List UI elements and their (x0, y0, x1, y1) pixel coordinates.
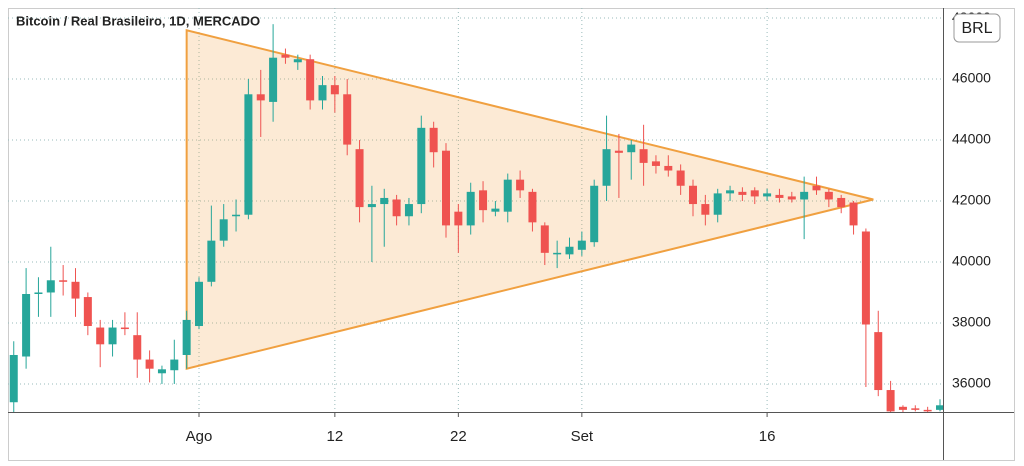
candle-body (293, 59, 302, 63)
candle-body (306, 59, 315, 101)
y-tick-label: 46000 (952, 70, 991, 86)
candle-body (824, 191, 833, 200)
candle-body (22, 294, 31, 357)
candle-body (577, 240, 586, 250)
candle-body (429, 127, 438, 153)
candle-body (182, 319, 191, 355)
candle-body (763, 193, 772, 197)
candle-body (404, 204, 413, 217)
candle-body (911, 408, 920, 410)
candle-body (800, 191, 809, 200)
candle-body (689, 185, 697, 205)
candle-body (244, 94, 253, 215)
candle-body (417, 127, 426, 205)
x-tick-label: 16 (759, 428, 776, 445)
candle-body (96, 327, 105, 345)
candle-body (157, 369, 166, 374)
candle-body (318, 85, 327, 101)
candle-body (269, 57, 278, 102)
frame (8, 8, 1015, 461)
candle-body (627, 144, 636, 153)
candle-body (565, 246, 574, 255)
candle-body (861, 231, 870, 325)
candle-body (59, 280, 68, 282)
candle-body (516, 179, 525, 191)
candle-body (664, 165, 673, 171)
candle-body (454, 211, 463, 226)
chart-title: Bitcoin / Real Brasileiro, 1D, MERCADO (16, 13, 260, 28)
candle-body (602, 149, 611, 186)
candle-body (886, 390, 895, 412)
candle-body (256, 94, 265, 101)
candle-body (503, 179, 512, 212)
candle-body (750, 190, 759, 197)
candle-body (936, 405, 943, 410)
candle-body (651, 161, 660, 166)
candle-body (874, 332, 883, 391)
candle-body (442, 150, 450, 226)
candle-body (83, 297, 92, 327)
candle-body (738, 191, 747, 195)
candle-body (491, 208, 500, 212)
candle-body (232, 214, 241, 217)
candle-body (9, 354, 18, 403)
candle-body (170, 359, 179, 371)
x-tick-label: 12 (327, 428, 344, 445)
candle-body (133, 335, 142, 360)
y-tick-label: 42000 (952, 192, 991, 208)
candle-body (466, 191, 475, 226)
candle-body (367, 204, 376, 208)
candle-body (355, 149, 364, 208)
candle-body (812, 185, 821, 191)
candle-body (145, 359, 154, 369)
candle-body (46, 280, 55, 293)
candle-body (71, 281, 80, 299)
candle-body (195, 281, 203, 327)
candle-body (207, 240, 216, 282)
candle-body (775, 194, 784, 198)
candle-body (639, 149, 648, 163)
candle-body (898, 406, 907, 410)
candle-body (787, 196, 796, 200)
candle-body (614, 150, 623, 153)
y-tick-label: 38000 (952, 314, 991, 330)
candle-body (330, 85, 339, 95)
x-tick-label: Ago (186, 428, 213, 445)
candle-body (553, 252, 562, 255)
candle-body (676, 170, 685, 186)
y-tick-label: 40000 (952, 253, 991, 269)
candle-body (120, 327, 129, 330)
candle-body (479, 190, 488, 211)
candle-body (726, 190, 735, 194)
y-tick-label: 44000 (952, 131, 991, 147)
candle-body (343, 94, 352, 145)
candle-body (540, 225, 549, 253)
candle-body (701, 204, 710, 215)
candle-body (713, 193, 722, 215)
candle-body (528, 191, 537, 223)
candle-body (392, 199, 401, 217)
candle-body (108, 327, 117, 345)
candle-body (219, 219, 228, 241)
candle-body (380, 197, 389, 205)
candle-body (34, 292, 43, 295)
candle-body (923, 409, 932, 412)
currency-label: BRL (961, 20, 992, 37)
y-tick-label: 36000 (952, 375, 991, 391)
currency-box (953, 13, 1001, 43)
candle-body (837, 197, 846, 208)
candle-body (590, 185, 599, 243)
candle-body (281, 54, 290, 58)
x-tick-label: Set (571, 428, 594, 445)
x-tick-label: 22 (450, 428, 467, 445)
candle-body (849, 202, 858, 226)
